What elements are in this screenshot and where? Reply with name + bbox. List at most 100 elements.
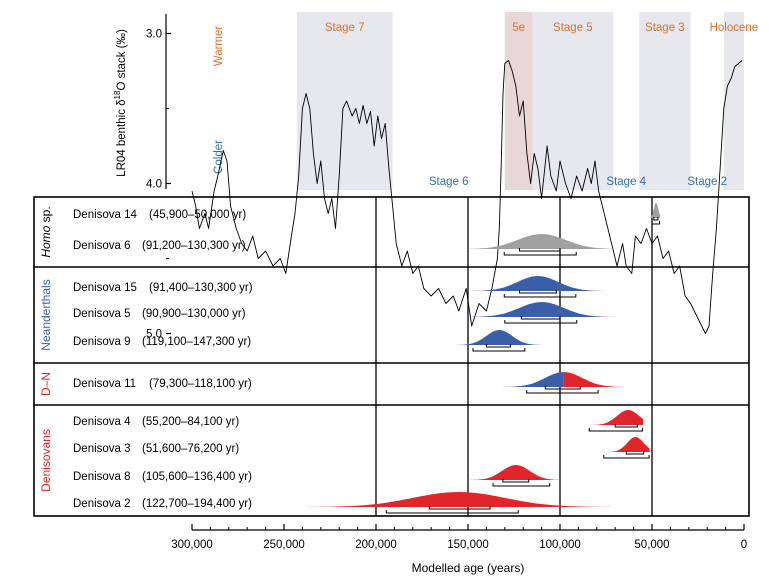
distribution bbox=[462, 234, 621, 249]
distribution bbox=[470, 465, 562, 480]
group-label: Homo sp. bbox=[39, 206, 53, 257]
sample-row: Denisova 3 (51,600–76,200 yr) bbox=[73, 437, 650, 459]
stage-label: Stage 3 bbox=[645, 22, 685, 34]
sample-range: (105,600–136,400 yr) bbox=[142, 471, 252, 483]
sample-range: (90,900–130,000 yr) bbox=[142, 308, 246, 320]
group-label: D–N bbox=[39, 372, 53, 396]
stage-label: Stage 7 bbox=[325, 22, 365, 34]
sample-name: Denisova 14 bbox=[73, 209, 138, 221]
interval-68 bbox=[520, 316, 561, 320]
stage-band bbox=[723, 12, 744, 190]
stage-band bbox=[532, 12, 614, 190]
x-tick-label: 100,000 bbox=[539, 539, 581, 551]
interval-95 bbox=[504, 320, 578, 324]
x-tick-label: 50,000 bbox=[634, 539, 669, 551]
y-axis-label-superscript: 18 bbox=[113, 90, 122, 99]
sample-name: Denisova 6 bbox=[73, 240, 131, 252]
warmer-label: Warmer bbox=[213, 26, 225, 67]
interval-68 bbox=[428, 506, 491, 510]
sample-range: (79,300–118,100 yr) bbox=[149, 378, 252, 390]
stage-band bbox=[296, 12, 393, 190]
group-label-italic: Homo bbox=[39, 225, 53, 257]
sample-range: (55,200–84,100 yr) bbox=[142, 416, 239, 428]
sample-name: Denisova 3 bbox=[73, 443, 131, 455]
x-tick-label: 300,000 bbox=[171, 539, 213, 551]
y-axis: 3.0 4.0 5.0 bbox=[146, 14, 171, 341]
x-tick-label: 150,000 bbox=[447, 539, 489, 551]
distribution bbox=[648, 203, 661, 218]
group-dn: D–N Denisova 11 (79,300–118,100 yr) bbox=[39, 372, 625, 396]
y-axis-label: LR04 benthic δ18O stack (‰) bbox=[113, 29, 128, 177]
interval-95 bbox=[503, 252, 577, 256]
stage-label: Stage 4 bbox=[606, 176, 646, 188]
interval-68 bbox=[485, 344, 511, 348]
distribution-neanderthal-part bbox=[503, 372, 564, 387]
x-tick-label: 0 bbox=[741, 539, 747, 551]
y-axis-label-text: LR04 benthic δ bbox=[116, 99, 128, 176]
interval-68 bbox=[502, 479, 530, 483]
group-neanderthals: Neanderthals Denisova 15 (91,400–130,300 y… bbox=[39, 276, 615, 352]
stage-label: 5e bbox=[512, 22, 525, 34]
x-axis: 300,000 250,000 200,000 150,000 100,000 50,00… bbox=[171, 524, 747, 575]
y-tick-label: 4.0 bbox=[146, 179, 162, 191]
isotope-curve bbox=[191, 60, 743, 334]
interval-95 bbox=[603, 455, 650, 459]
age-panel: Homo sp. Denisova 14 (45,900–50,000 yr)Den… bbox=[33, 196, 750, 517]
stage-label: Stage 2 bbox=[687, 176, 727, 188]
interval-95 bbox=[588, 428, 643, 432]
group-label-text: sp. bbox=[39, 206, 53, 225]
distribution bbox=[468, 302, 615, 317]
isotope-panel: Stage 7 Stage 6 5e Stage 5 Stage 4 Stage 3 Sta… bbox=[113, 12, 758, 341]
interval-68 bbox=[625, 451, 645, 455]
sample-row: Denisova 14 (45,900–50,000 yr) bbox=[73, 203, 661, 225]
stage-label: Stage 5 bbox=[553, 22, 593, 34]
sample-range: (119,100–147,300 yr) bbox=[142, 336, 251, 348]
sample-range: (45,900–50,000 yr) bbox=[149, 209, 246, 221]
interval-68 bbox=[519, 248, 561, 252]
sample-row: Denisova 8 (105,600–136,400 yr) bbox=[73, 465, 562, 487]
distribution bbox=[307, 492, 611, 507]
sample-range: (51,600–76,200 yr) bbox=[142, 443, 239, 455]
sample-row: Denisova 11 (79,300–118,100 yr) bbox=[73, 372, 625, 394]
interval-95 bbox=[472, 348, 526, 352]
interval-95 bbox=[503, 294, 577, 298]
stage-labels: Stage 7 Stage 6 5e Stage 5 Stage 4 Stage 3 Sta… bbox=[325, 22, 758, 188]
interval-68 bbox=[544, 386, 581, 390]
sample-row: Denisova 9 (119,100–147,300 yr) bbox=[73, 330, 542, 352]
interval-68 bbox=[614, 424, 638, 428]
interval-95 bbox=[526, 390, 599, 394]
sample-name: Denisova 2 bbox=[73, 498, 131, 510]
x-tick-label: 250,000 bbox=[263, 539, 305, 551]
distribution bbox=[456, 330, 542, 345]
panel-frame bbox=[33, 196, 750, 517]
sample-row: Denisova 2 (122,700–194,400 yr) bbox=[73, 492, 611, 514]
group-homosp: Homo sp. Denisova 14 (45,900–50,000 yr)Den… bbox=[39, 203, 661, 258]
sample-name: Denisova 8 bbox=[73, 471, 131, 483]
sample-name: Denisova 15 bbox=[73, 282, 137, 294]
distribution bbox=[591, 410, 643, 425]
interval-95 bbox=[385, 510, 519, 514]
distribution-denisovan-part bbox=[563, 372, 625, 387]
sample-row: Denisova 15 (91,400–130,300 yr) bbox=[73, 276, 605, 298]
colder-label: Colder bbox=[213, 140, 225, 174]
stage-label: Stage 6 bbox=[429, 176, 469, 188]
group-label: Neanderthals bbox=[39, 279, 53, 350]
sample-name: Denisova 4 bbox=[73, 416, 131, 428]
x-tick-label: 200,000 bbox=[355, 539, 397, 551]
stage-label: Holocene bbox=[710, 22, 759, 34]
sample-name: Denisova 9 bbox=[73, 336, 131, 348]
distribution bbox=[471, 276, 605, 291]
stage-shading bbox=[296, 12, 744, 190]
interval-68 bbox=[653, 217, 659, 221]
sample-row: Denisova 4 (55,200–84,100 yr) bbox=[73, 410, 643, 432]
y-tick-label: 3.0 bbox=[146, 29, 162, 41]
sample-name: Denisova 11 bbox=[73, 378, 136, 390]
group-label: Denisovans bbox=[39, 429, 53, 492]
stage-band bbox=[639, 12, 691, 190]
sample-row: Denisova 5 (90,900–130,000 yr) bbox=[73, 302, 615, 324]
sample-range: (91,200–130,300 yr) bbox=[142, 240, 246, 252]
sample-row: Denisova 6 (91,200–130,300 yr) bbox=[73, 234, 621, 256]
distribution bbox=[608, 437, 650, 452]
